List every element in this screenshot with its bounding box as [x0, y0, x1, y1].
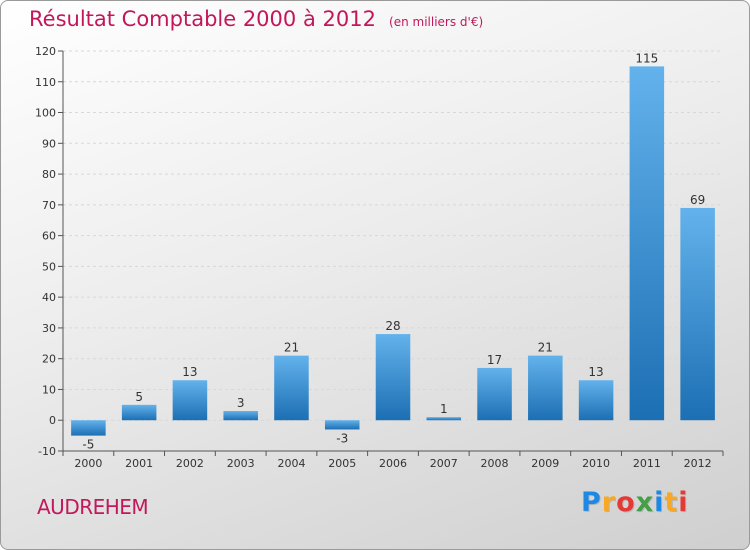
bar-2004: [274, 355, 309, 421]
bar-2001: [121, 404, 157, 421]
bar-2003: [223, 411, 258, 421]
bar-2012: [680, 207, 715, 421]
x-tick-label-2012: 2012: [684, 457, 712, 470]
x-tick-label-2009: 2009: [531, 457, 559, 470]
logo-letter: i: [678, 487, 689, 518]
x-tick-label-2005: 2005: [328, 457, 356, 470]
y-tick-label: 20: [42, 353, 56, 366]
y-tick-label: 60: [42, 230, 56, 243]
bar-2008: [477, 367, 512, 421]
chart-subtitle: (en milliers d'€): [389, 15, 484, 29]
data-label-2006: 28: [385, 319, 400, 333]
data-label-2010: 13: [588, 365, 603, 379]
bar-2011: [629, 66, 665, 421]
logo-letter: t: [664, 487, 679, 518]
data-label-2007: 1: [440, 402, 448, 416]
y-tick-label: 120: [35, 45, 56, 58]
bar-2010: [578, 380, 614, 421]
x-tick-label-2004: 2004: [277, 457, 305, 470]
x-tick-label-2008: 2008: [481, 457, 509, 470]
y-tick-label: 110: [35, 76, 56, 89]
x-tick-label-2000: 2000: [74, 457, 102, 470]
data-label-2008: 17: [487, 353, 502, 367]
logo-letter: P: [581, 487, 602, 518]
y-tick-label: 100: [35, 107, 56, 120]
data-label-2005: -3: [336, 431, 348, 445]
y-tick-label: 50: [42, 260, 56, 273]
bar-2002: [172, 380, 208, 421]
data-label-2000: -5: [82, 438, 94, 452]
data-label-2002: 13: [182, 365, 197, 379]
bar-2006: [375, 334, 411, 421]
y-tick-label: -10: [38, 445, 56, 458]
y-tick-label: 80: [42, 168, 56, 181]
data-label-2011: 115: [635, 51, 658, 65]
x-tick-label-2001: 2001: [125, 457, 153, 470]
x-tick-label-2002: 2002: [176, 457, 204, 470]
x-tick-label-2003: 2003: [227, 457, 255, 470]
y-tick-label: 30: [42, 322, 56, 335]
data-label-2001: 5: [135, 390, 143, 404]
y-tick-label: 90: [42, 137, 56, 150]
chart-title: Résultat Comptable 2000 à 2012: [29, 7, 376, 31]
logo-letter: o: [616, 487, 636, 518]
bar-2009: [528, 355, 563, 421]
x-tick-label-2010: 2010: [582, 457, 610, 470]
bar-2000: [71, 420, 106, 436]
proxiti-logo: Proxiti: [581, 487, 689, 518]
data-label-2004: 21: [284, 341, 299, 355]
data-label-2012: 69: [690, 193, 705, 207]
data-label-2003: 3: [237, 396, 245, 410]
y-tick-label: 10: [42, 383, 56, 396]
data-label-2009: 21: [538, 341, 553, 355]
y-tick-label: 40: [42, 291, 56, 304]
bar-2005: [324, 420, 360, 430]
y-tick-label: 70: [42, 199, 56, 212]
x-tick-label-2006: 2006: [379, 457, 407, 470]
y-tick-label: 0: [49, 414, 56, 427]
place-name: AUDREHEM: [37, 495, 149, 519]
logo-letter: r: [601, 487, 617, 518]
x-tick-label-2011: 2011: [633, 457, 661, 470]
logo-letter: i: [654, 487, 665, 518]
x-tick-label-2007: 2007: [430, 457, 458, 470]
chart-header: Résultat Comptable 2000 à 2012 (en milli…: [29, 7, 483, 31]
logo-letter: x: [635, 487, 655, 518]
bar-2007: [426, 417, 462, 421]
